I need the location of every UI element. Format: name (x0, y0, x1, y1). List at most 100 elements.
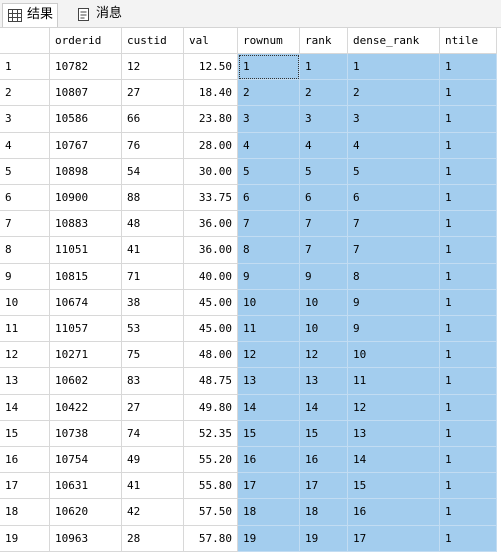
grid-cell[interactable]: 45.00 (184, 290, 238, 316)
grid-cell[interactable]: 74 (122, 421, 184, 447)
row-number[interactable]: 16 (0, 447, 50, 473)
grid-cell[interactable]: 2 (238, 80, 300, 106)
grid-cell[interactable]: 30.00 (184, 159, 238, 185)
grid-cell[interactable]: 4 (348, 133, 440, 159)
grid-cell[interactable]: 6 (300, 185, 348, 211)
grid-cell[interactable]: 1 (440, 526, 497, 552)
row-number[interactable]: 9 (0, 264, 50, 290)
grid-cell[interactable]: 15 (348, 473, 440, 499)
grid-cell[interactable]: 1 (440, 316, 497, 342)
grid-cell[interactable]: 13 (238, 368, 300, 395)
grid-cell[interactable]: 11057 (50, 316, 122, 342)
row-number[interactable]: 17 (0, 473, 50, 499)
grid-cell[interactable]: 3 (348, 106, 440, 133)
column-header[interactable]: custid (122, 28, 184, 54)
grid-cell[interactable]: 55.20 (184, 447, 238, 473)
row-number[interactable]: 10 (0, 290, 50, 316)
grid-cell[interactable]: 7 (300, 211, 348, 237)
grid-cell[interactable]: 49.80 (184, 395, 238, 421)
grid-cell[interactable]: 1 (440, 185, 497, 211)
row-number[interactable]: 11 (0, 316, 50, 342)
grid-cell[interactable]: 2 (348, 80, 440, 106)
grid-cell[interactable]: 12 (238, 342, 300, 368)
grid-cell[interactable]: 1 (440, 447, 497, 473)
grid-cell[interactable]: 3 (300, 106, 348, 133)
grid-cell[interactable]: 54 (122, 159, 184, 185)
grid-cell[interactable]: 1 (440, 159, 497, 185)
grid-cell[interactable]: 1 (440, 80, 497, 106)
grid-cell[interactable]: 19 (300, 526, 348, 552)
grid-cell[interactable]: 17 (238, 473, 300, 499)
grid-cell[interactable]: 15 (300, 421, 348, 447)
grid-cell[interactable]: 9 (300, 264, 348, 290)
grid-cell[interactable]: 9 (348, 290, 440, 316)
grid-cell[interactable]: 15 (238, 421, 300, 447)
grid-cell[interactable]: 7 (300, 237, 348, 264)
grid-cell[interactable]: 1 (348, 54, 440, 80)
grid-cell[interactable]: 41 (122, 473, 184, 499)
grid-cell[interactable]: 14 (348, 447, 440, 473)
grid-cell[interactable]: 55.80 (184, 473, 238, 499)
grid-cell[interactable]: 16 (238, 447, 300, 473)
column-header[interactable]: val (184, 28, 238, 54)
grid-cell[interactable]: 5 (348, 159, 440, 185)
grid-cell[interactable]: 48.00 (184, 342, 238, 368)
grid-cell[interactable]: 1 (238, 54, 300, 80)
grid-cell[interactable]: 1 (440, 473, 497, 499)
grid-cell[interactable]: 10754 (50, 447, 122, 473)
grid-cell[interactable]: 71 (122, 264, 184, 290)
grid-cell[interactable]: 13 (348, 421, 440, 447)
grid-cell[interactable]: 48.75 (184, 368, 238, 395)
grid-cell[interactable]: 1 (440, 290, 497, 316)
grid-cell[interactable]: 10 (300, 290, 348, 316)
row-number[interactable]: 5 (0, 159, 50, 185)
grid-cell[interactable]: 13 (300, 368, 348, 395)
grid-cell[interactable]: 1 (300, 54, 348, 80)
column-header[interactable]: dense_rank (348, 28, 440, 54)
row-number[interactable]: 15 (0, 421, 50, 447)
grid-cell[interactable]: 53 (122, 316, 184, 342)
grid-cell[interactable]: 16 (348, 499, 440, 526)
row-number[interactable]: 13 (0, 368, 50, 395)
grid-cell[interactable]: 10422 (50, 395, 122, 421)
grid-cell[interactable]: 7 (348, 211, 440, 237)
results-tab[interactable]: 结果 (2, 3, 59, 27)
grid-cell[interactable]: 11 (348, 368, 440, 395)
grid-cell[interactable]: 1 (440, 499, 497, 526)
grid-cell[interactable]: 12 (348, 395, 440, 421)
grid-cell[interactable]: 18 (238, 499, 300, 526)
grid-cell[interactable]: 36.00 (184, 211, 238, 237)
grid-cell[interactable]: 28.00 (184, 133, 238, 159)
grid-cell[interactable]: 12 (300, 342, 348, 368)
grid-cell[interactable]: 10883 (50, 211, 122, 237)
row-number[interactable]: 1 (0, 54, 50, 80)
grid-cell[interactable]: 48 (122, 211, 184, 237)
grid-cell[interactable]: 10767 (50, 133, 122, 159)
grid-cell[interactable]: 10 (238, 290, 300, 316)
grid-cell[interactable]: 2 (300, 80, 348, 106)
grid-cell[interactable]: 10963 (50, 526, 122, 552)
row-number[interactable]: 4 (0, 133, 50, 159)
grid-cell[interactable]: 7 (238, 211, 300, 237)
column-header[interactable]: orderid (50, 28, 122, 54)
grid-cell[interactable]: 1 (440, 237, 497, 264)
grid-cell[interactable]: 16 (300, 447, 348, 473)
grid-cell[interactable]: 9 (348, 316, 440, 342)
grid-cell[interactable]: 38 (122, 290, 184, 316)
grid-cell[interactable]: 10602 (50, 368, 122, 395)
messages-tab[interactable]: 消息 (72, 3, 126, 27)
grid-cell[interactable]: 5 (238, 159, 300, 185)
grid-cell[interactable]: 18.40 (184, 80, 238, 106)
grid-cell[interactable]: 57.50 (184, 499, 238, 526)
row-number[interactable]: 6 (0, 185, 50, 211)
grid-cell[interactable]: 10738 (50, 421, 122, 447)
column-header[interactable]: ntile (440, 28, 497, 54)
row-number[interactable]: 19 (0, 526, 50, 552)
grid-cell[interactable]: 75 (122, 342, 184, 368)
column-header[interactable]: rank (300, 28, 348, 54)
grid-cell[interactable]: 10782 (50, 54, 122, 80)
column-header[interactable]: rownum (238, 28, 300, 54)
grid-cell[interactable]: 10620 (50, 499, 122, 526)
grid-cell[interactable]: 10 (348, 342, 440, 368)
grid-cell[interactable]: 1 (440, 106, 497, 133)
